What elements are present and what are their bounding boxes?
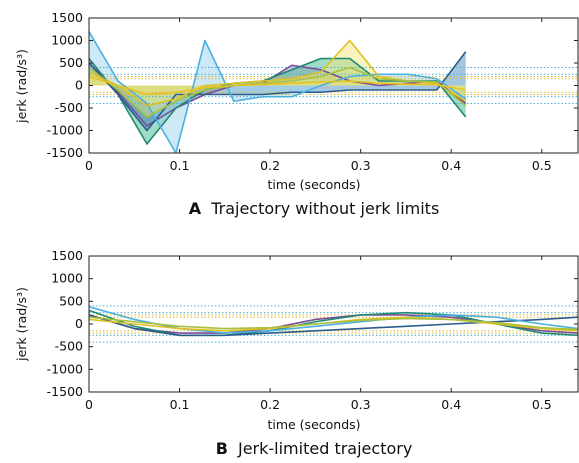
panel-a-series-6-fill bbox=[89, 76, 466, 95]
panel-b-y-tick-label: -1500 bbox=[47, 384, 83, 399]
panel-a-x-tick-label: 0 bbox=[85, 158, 93, 173]
panel-a-series-5-fill bbox=[89, 67, 466, 117]
panel-b-x-tick-label: 0.2 bbox=[260, 397, 280, 412]
panel-b-y-tick-label: 1000 bbox=[51, 271, 83, 286]
panel-a-caption-letter: A bbox=[189, 199, 202, 218]
panel-a-x-tick-label: 0.5 bbox=[532, 158, 552, 173]
panel-b-x-axis-label: time (seconds) bbox=[267, 417, 360, 432]
panel-b-x-tick-label: 0.5 bbox=[532, 397, 552, 412]
panel-a-y-tick-label: -1500 bbox=[47, 145, 83, 160]
panel-a-y-tick-label: 1500 bbox=[51, 10, 83, 25]
panel-a-x-ticks: 0 0.1 0.2 0.3 0.4 0.5 bbox=[85, 18, 552, 173]
panel-a-series-5-line bbox=[89, 66, 467, 118]
panel-a-y-tick-label: 0 bbox=[75, 78, 83, 93]
panel-a-series-2-line bbox=[89, 51, 467, 132]
panel-a-series-6-line bbox=[89, 75, 466, 96]
panel-a-y-tick-label: -1000 bbox=[47, 123, 83, 138]
panel-b-y-tick-label: 0 bbox=[75, 316, 83, 331]
panel-a-x-axis-label: time (seconds) bbox=[267, 177, 360, 192]
panel-a-series-3-line bbox=[89, 31, 467, 153]
panel-a-x-tick-label: 0.4 bbox=[441, 158, 461, 173]
panel-b-x-tick-label: 0.1 bbox=[170, 397, 190, 412]
panel-a-x-tick-label: 0.1 bbox=[170, 158, 190, 173]
panel-a: 1500 1000 500 0 -500 -1000 -1500 0 0.1 0.2 0.3 0.4… bbox=[14, 10, 579, 218]
panel-b-x-tick-label: 0.3 bbox=[351, 397, 371, 412]
panel-b-caption: B Jerk-limited trajectory bbox=[216, 439, 413, 458]
panel-b: 1500 1000 500 0 -500 -1000 -1500 0 0.1 0.2 0.3 0.4… bbox=[14, 248, 579, 458]
panel-b-x-tick-label: 0 bbox=[85, 397, 93, 412]
panel-a-y-tick-label: -500 bbox=[55, 100, 83, 115]
panel-b-y-tick-label: 1500 bbox=[51, 248, 83, 263]
panel-b-caption-text: Jerk-limited trajectory bbox=[237, 439, 412, 458]
panel-b-y-tick-label: -500 bbox=[55, 339, 83, 354]
panel-a-caption: A Trajectory without jerk limits bbox=[189, 199, 440, 218]
panel-a-x-tick-label: 0.3 bbox=[351, 158, 371, 173]
panel-b-series-5-line bbox=[89, 316, 578, 331]
panel-b-y-ticks: 1500 1000 500 0 -500 -1000 -1500 bbox=[47, 248, 578, 399]
panel-a-y-tick-label: 1000 bbox=[51, 33, 83, 48]
panel-b-y-axis-label: jerk (rad/s³) bbox=[14, 287, 29, 362]
panel-b-caption-letter: B bbox=[216, 439, 228, 458]
panel-b-x-ticks: 0 0.1 0.2 0.3 0.4 0.5 bbox=[85, 256, 552, 412]
panel-b-y-tick-label: -1000 bbox=[47, 361, 83, 376]
panel-a-x-tick-label: 0.2 bbox=[260, 158, 280, 173]
panel-a-caption-text: Trajectory without jerk limits bbox=[210, 199, 439, 218]
panel-b-x-tick-label: 0.4 bbox=[441, 397, 461, 412]
panel-a-y-axis-label: jerk (rad/s³) bbox=[14, 49, 29, 124]
panel-b-series-2-line bbox=[89, 314, 578, 337]
panel-a-y-tick-label: 500 bbox=[59, 55, 83, 70]
panel-b-series-lines bbox=[89, 306, 578, 337]
panel-b-y-tick-label: 500 bbox=[59, 293, 83, 308]
panel-a-series-lines bbox=[89, 31, 467, 153]
panel-a-y-ticks: 1500 1000 500 0 -500 -1000 -1500 bbox=[47, 10, 578, 160]
